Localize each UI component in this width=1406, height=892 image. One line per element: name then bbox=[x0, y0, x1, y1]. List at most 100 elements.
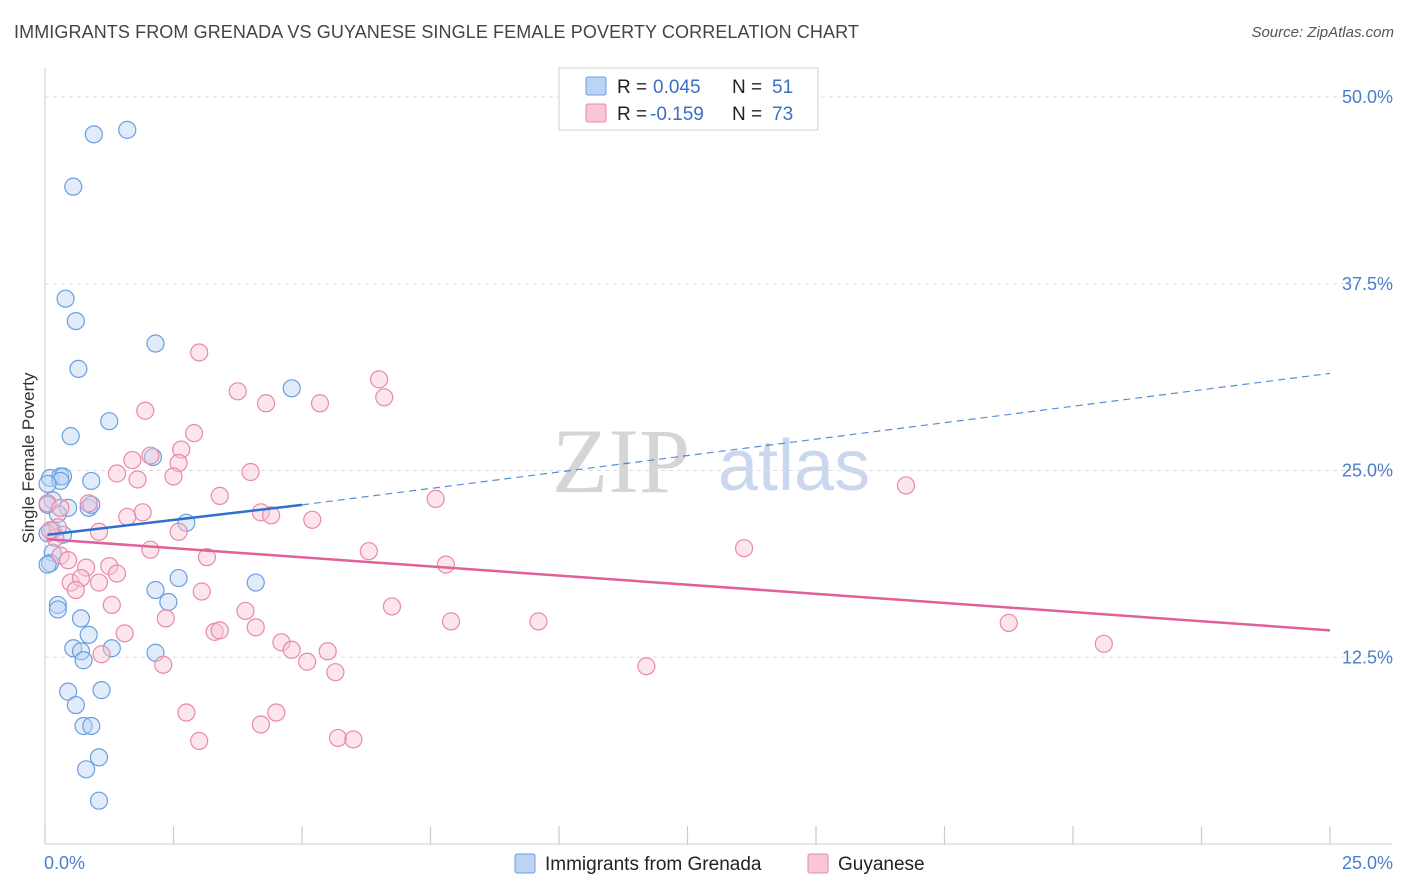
point-guyanese-38 bbox=[100, 557, 119, 576]
point-guyanese-36 bbox=[197, 548, 217, 567]
point-guyanese-56 bbox=[246, 618, 265, 637]
point-grenada-16 bbox=[38, 474, 57, 494]
point-grenada-19 bbox=[59, 498, 78, 517]
point-guyanese-11 bbox=[169, 453, 188, 473]
legend-swatch-grenada bbox=[585, 76, 607, 96]
point-guyanese-47 bbox=[382, 597, 402, 616]
legend-r-label-2: R = bbox=[617, 104, 647, 125]
point-guyanese-51 bbox=[529, 612, 548, 631]
point-guyanese-35 bbox=[59, 551, 78, 570]
point-guyanese-13 bbox=[128, 470, 147, 489]
point-grenada-34 bbox=[48, 600, 67, 619]
point-guyanese-70 bbox=[328, 728, 348, 748]
y-axis-label: Single Female Poverty bbox=[19, 372, 38, 544]
point-guyanese-49 bbox=[156, 609, 175, 628]
point-guyanese-10 bbox=[141, 446, 160, 465]
bottom-legend-grenada: Immigrants from Grenada bbox=[545, 854, 762, 875]
legend-n-value-2: 73 bbox=[772, 104, 793, 125]
point-grenada-4 bbox=[66, 312, 85, 331]
point-grenada-33 bbox=[48, 595, 67, 615]
point-grenada-20 bbox=[79, 498, 98, 517]
point-grenada-49 bbox=[89, 791, 109, 810]
point-grenada-15 bbox=[82, 471, 101, 491]
y-tick-label-0: 50.0% bbox=[1342, 87, 1393, 107]
point-grenada-45 bbox=[74, 716, 93, 736]
series-guyanese-points bbox=[38, 343, 1113, 751]
point-guyanese-64 bbox=[637, 657, 656, 676]
y-tick-label-1: 37.5% bbox=[1342, 274, 1393, 294]
point-guyanese-39 bbox=[436, 555, 456, 574]
point-guyanese-25 bbox=[118, 507, 137, 526]
legend-r-value-2: -0.159 bbox=[650, 104, 704, 125]
point-grenada-42 bbox=[59, 682, 78, 701]
legend-n-label-2: N = bbox=[732, 104, 762, 125]
point-grenada-7 bbox=[282, 379, 301, 398]
point-guyanese-18 bbox=[426, 489, 445, 508]
point-guyanese-1 bbox=[370, 370, 389, 389]
point-guyanese-20 bbox=[51, 498, 70, 517]
point-guyanese-15 bbox=[241, 462, 260, 482]
point-grenada-3 bbox=[56, 289, 75, 308]
point-guyanese-33 bbox=[734, 539, 754, 558]
point-grenada-5 bbox=[146, 334, 165, 353]
point-guyanese-55 bbox=[210, 621, 229, 640]
point-guyanese-0 bbox=[190, 343, 209, 362]
point-guyanese-68 bbox=[251, 715, 270, 734]
point-grenada-32 bbox=[159, 592, 178, 612]
point-guyanese-57 bbox=[272, 633, 291, 652]
point-guyanese-50 bbox=[441, 612, 461, 631]
point-guyanese-40 bbox=[107, 564, 127, 583]
legend: R = 0.045 N = 51 R = -0.159 N = 73 bbox=[558, 67, 819, 131]
point-guyanese-5 bbox=[375, 388, 394, 407]
point-guyanese-4 bbox=[310, 394, 330, 413]
legend-r-label-1: R = bbox=[617, 77, 647, 98]
point-grenada-47 bbox=[89, 748, 109, 767]
point-guyanese-32 bbox=[359, 542, 378, 561]
point-guyanese-53 bbox=[115, 624, 134, 643]
point-guyanese-71 bbox=[344, 730, 363, 749]
point-guyanese-59 bbox=[318, 642, 337, 661]
point-guyanese-43 bbox=[71, 568, 91, 588]
point-guyanese-30 bbox=[169, 522, 188, 541]
watermark-atlas: atlas bbox=[718, 426, 870, 506]
point-grenada-30 bbox=[246, 573, 265, 592]
point-grenada-6 bbox=[69, 359, 88, 379]
point-grenada-8 bbox=[100, 412, 119, 431]
point-guyanese-66 bbox=[177, 703, 196, 722]
point-guyanese-58 bbox=[282, 640, 301, 659]
y-tick-label-3: 12.5% bbox=[1342, 647, 1393, 667]
point-grenada-43 bbox=[92, 681, 111, 700]
point-guyanese-31 bbox=[141, 540, 160, 559]
trend-line-grenada-dashed bbox=[301, 372, 1331, 506]
point-guyanese-45 bbox=[192, 582, 211, 601]
point-grenada-44 bbox=[66, 695, 85, 715]
point-guyanese-52 bbox=[999, 613, 1018, 632]
legend-n-value-1: 51 bbox=[772, 77, 793, 98]
point-guyanese-48 bbox=[236, 601, 255, 621]
x-tick-label-1: 25.0% bbox=[1342, 853, 1393, 873]
point-grenada-1 bbox=[118, 120, 137, 139]
trend-line-grenada bbox=[47, 503, 303, 536]
point-guyanese-67 bbox=[267, 703, 286, 722]
point-grenada-35 bbox=[71, 609, 91, 628]
point-grenada-46 bbox=[82, 716, 101, 736]
point-guyanese-63 bbox=[298, 652, 317, 671]
point-guyanese-65 bbox=[326, 663, 345, 682]
bottom-legend-swatch-guyanese bbox=[807, 853, 829, 874]
point-guyanese-72 bbox=[41, 521, 60, 540]
point-guyanese-9 bbox=[123, 450, 142, 470]
point-grenada-29 bbox=[169, 568, 188, 588]
point-guyanese-22 bbox=[133, 503, 152, 522]
point-guyanese-12 bbox=[107, 464, 127, 483]
point-guyanese-61 bbox=[92, 645, 111, 664]
point-guyanese-44 bbox=[66, 580, 85, 600]
point-grenada-36 bbox=[79, 625, 98, 644]
point-guyanese-21 bbox=[79, 494, 98, 513]
point-grenada-48 bbox=[77, 760, 96, 779]
point-grenada-38 bbox=[102, 639, 121, 658]
point-guyanese-6 bbox=[136, 401, 155, 420]
point-guyanese-26 bbox=[303, 510, 322, 529]
point-guyanese-2 bbox=[228, 382, 247, 401]
point-grenada-31 bbox=[146, 580, 165, 600]
point-guyanese-29 bbox=[89, 522, 109, 541]
